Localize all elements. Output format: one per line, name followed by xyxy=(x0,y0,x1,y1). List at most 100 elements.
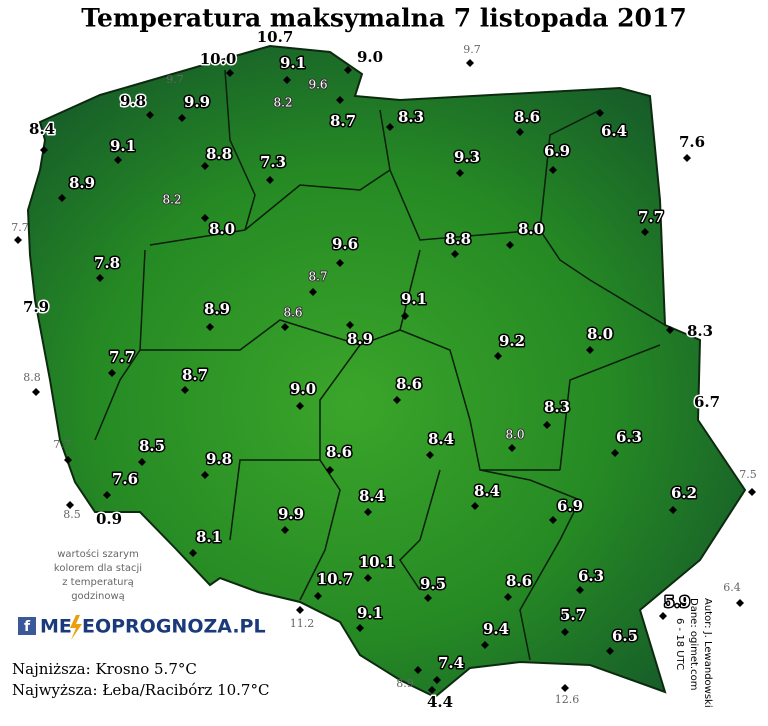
station-marker xyxy=(32,388,40,396)
station-temp: 8.2 xyxy=(162,193,181,207)
station-marker xyxy=(296,606,304,614)
station-marker xyxy=(178,114,186,122)
station-temp: 8.4 xyxy=(29,120,55,138)
station-marker xyxy=(336,259,344,267)
station-marker xyxy=(189,549,197,557)
station-marker xyxy=(736,599,744,607)
station-temp: 7.8 xyxy=(94,254,120,272)
station-temp: 9.8 xyxy=(120,92,146,110)
station-temp: 8.7 xyxy=(308,270,327,284)
station-marker xyxy=(364,574,372,582)
station-temp: 9.1 xyxy=(280,54,306,72)
station-marker xyxy=(433,676,441,684)
station-marker xyxy=(666,326,674,334)
station-marker xyxy=(466,59,474,67)
station-temp: 7.6 xyxy=(679,133,705,151)
station-temp: 8.0 xyxy=(518,220,544,238)
station-temp: 6.9 xyxy=(557,497,583,515)
station-marker xyxy=(266,176,274,184)
station-marker xyxy=(596,109,604,117)
station-temp: 7.5 xyxy=(739,468,757,481)
station-marker xyxy=(314,592,322,600)
station-marker xyxy=(606,647,614,655)
logo: f ME EOPROGNOZA.PL xyxy=(18,615,266,640)
logo-left: ME xyxy=(40,616,72,638)
station-marker xyxy=(504,593,512,601)
station-temp: 8.8 xyxy=(23,371,41,384)
credits: Autor: J. Lewandowski Dane: ogimet.com 6… xyxy=(674,598,713,708)
credit: Autor: J. Lewandowski xyxy=(702,598,713,708)
station-marker xyxy=(659,612,667,620)
station-temp: 7.4 xyxy=(438,654,464,672)
station-temp: 5.9 xyxy=(664,593,690,611)
station-temp: 8.6 xyxy=(326,443,352,461)
station-temp: 8.2 xyxy=(273,96,292,110)
station-temp: 9.0 xyxy=(357,48,383,66)
station-marker xyxy=(201,471,209,479)
station-temp: 5.7 xyxy=(560,606,586,624)
station-marker xyxy=(471,502,479,510)
station-temp: 4.4 xyxy=(427,693,453,711)
station-temp: 8.9 xyxy=(69,174,95,192)
station-temp: 9.4 xyxy=(483,620,509,638)
station-marker xyxy=(296,402,304,410)
note-line: godzinową xyxy=(71,591,125,602)
station-temp: 9.1 xyxy=(357,604,383,622)
station-marker xyxy=(309,288,317,296)
note: wartości szarym kolorem dla stacji z tem… xyxy=(54,548,142,602)
station-temp: 6.5 xyxy=(612,627,638,645)
note-line: kolorem dla stacji xyxy=(54,563,142,574)
station-marker xyxy=(14,236,22,244)
summary-line: Najwyższa: Łeba/Racibórz 10.7°C xyxy=(12,681,269,699)
station-marker xyxy=(386,123,394,131)
station-temp: 6.7 xyxy=(694,393,720,411)
station-marker xyxy=(138,458,146,466)
station-marker xyxy=(103,491,111,499)
station-temp: 7.7 xyxy=(638,208,664,226)
station-marker xyxy=(146,111,154,119)
station-marker xyxy=(561,628,569,636)
station-temp: 9.1 xyxy=(110,137,136,155)
station-temp: 9.7 xyxy=(166,73,184,86)
station-temp: 10.0 xyxy=(200,50,237,68)
station-marker xyxy=(346,321,354,329)
station-marker xyxy=(424,594,432,602)
station-marker xyxy=(64,456,72,464)
summary-line: Najniższa: Krosno 5.7°C xyxy=(12,660,197,678)
station-temp: 8.9 xyxy=(396,677,414,690)
station-marker xyxy=(336,96,344,104)
station-marker xyxy=(481,641,489,649)
station-marker xyxy=(40,146,48,154)
station-temp: 6.9 xyxy=(544,142,570,160)
station-temp: 10.7 xyxy=(257,28,294,46)
station-marker xyxy=(414,666,422,674)
station-temp: 10.7 xyxy=(317,570,354,588)
station-temp: 9.3 xyxy=(454,148,480,166)
station-temp: 9.1 xyxy=(401,290,427,308)
station-temp: 6.3 xyxy=(578,567,604,585)
station-marker xyxy=(451,250,459,258)
station-marker xyxy=(356,624,364,632)
stations: 10.7 10.0 9.1 9.0 9.7 9.7 9.6 9.8 9.9 8.2 8.7 8.3 8.… xyxy=(11,27,757,713)
station-temp: 8.3 xyxy=(398,108,424,126)
station-temp: 8.6 xyxy=(506,572,532,590)
station-marker xyxy=(364,508,372,516)
logo-right: EOPROGNOZA.PL xyxy=(82,616,266,638)
station-marker xyxy=(326,466,334,474)
station-marker xyxy=(586,346,594,354)
station-temp: 8.0 xyxy=(505,428,524,442)
station-marker xyxy=(58,194,66,202)
station-temp: 7.7 xyxy=(11,221,29,234)
station-marker xyxy=(669,506,677,514)
title: Temperatura maksymalna 7 listopada 2017 xyxy=(81,4,686,33)
station-temp: 9.0 xyxy=(290,380,316,398)
station-marker xyxy=(114,156,122,164)
station-temp: 9.5 xyxy=(420,575,446,593)
station-temp: 7.7 xyxy=(53,438,71,451)
station-temp: 8.6 xyxy=(283,306,302,320)
station-marker xyxy=(226,69,234,77)
station-temp: 8.9 xyxy=(204,300,230,318)
station-temp: 8.9 xyxy=(347,330,373,348)
station-marker xyxy=(561,684,569,692)
